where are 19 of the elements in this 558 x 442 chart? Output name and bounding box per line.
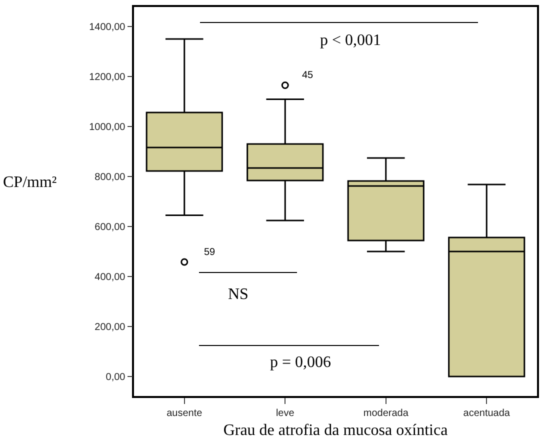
y-tick-label: 800,00 <box>94 172 126 183</box>
y-tick-label: 1400,00 <box>89 22 126 33</box>
x-tick-label: leve <box>276 408 295 419</box>
annotation: p = 0,006 <box>270 354 332 371</box>
y-tick-label: 200,00 <box>94 322 126 333</box>
annotation: 45 <box>302 70 314 81</box>
x-tick-label: moderada <box>363 408 409 419</box>
annotation: p < 0,001 <box>320 32 382 49</box>
y-tick-label: 600,00 <box>94 222 126 233</box>
x-axis-title: Grau de atrofia da mucosa oxíntica <box>223 422 448 439</box>
annotation: 59 <box>204 247 216 258</box>
x-tick-label: acentuada <box>463 408 510 419</box>
x-tick-label: ausente <box>166 408 203 419</box>
y-tick-label: 0,00 <box>106 372 126 383</box>
y-axis-title: CP/mm² <box>3 174 57 191</box>
y-tick-label: 400,00 <box>94 272 126 283</box>
annotation: NS <box>228 286 248 303</box>
y-tick-label: 1000,00 <box>89 122 126 133</box>
y-tick-label: 1200,00 <box>89 72 126 83</box>
